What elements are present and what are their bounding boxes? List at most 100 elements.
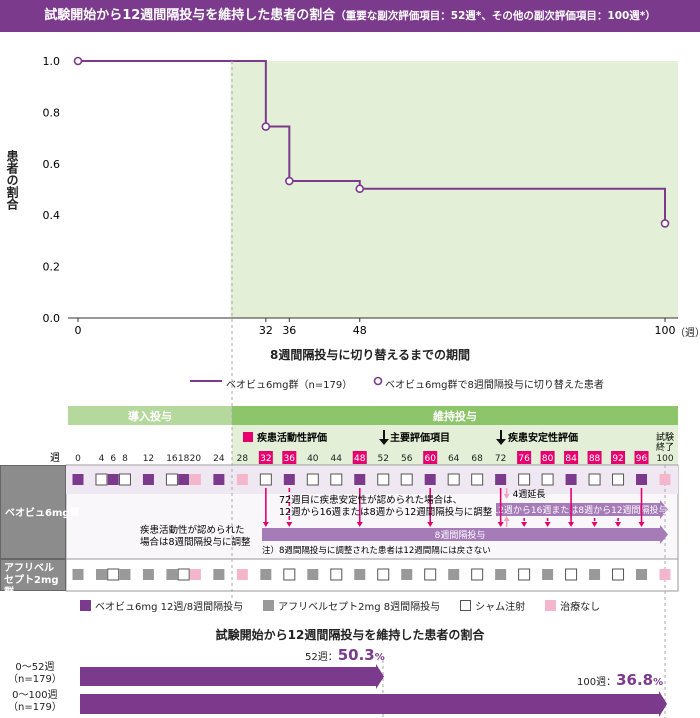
week-label: 96: [636, 454, 648, 464]
week-label: 16: [166, 454, 178, 464]
legend-marker-swatch: [373, 376, 383, 386]
dose-cell: [518, 568, 531, 581]
y-tick-label: 0.0: [43, 312, 61, 325]
week-label: 36: [284, 454, 296, 464]
arrow-week48-head: [356, 522, 363, 527]
bar1-range: 0～52週 （n=179）: [8, 662, 62, 685]
week-highlight: [517, 451, 532, 464]
summary-title: 試験開始から12週間隔投与を維持した患者の割合: [215, 628, 485, 642]
dose-cell: [636, 569, 648, 580]
arrow-up-head: [503, 516, 510, 521]
bar-12-16week-label: 12週から16週または8週から12週間隔投与: [492, 504, 667, 516]
dose-cell: [565, 474, 577, 485]
week-label: 8: [122, 454, 128, 464]
arrow-week88-head: [591, 522, 598, 527]
bar-12-16week-interval: [496, 500, 668, 519]
summary-bar-100: [80, 691, 667, 717]
week-label: 0: [75, 454, 81, 464]
dose-cell: [588, 473, 601, 486]
maintenance-header-bg: [232, 425, 678, 465]
row-label-aflibercept: アフリベルセプト2mg群: [0, 559, 66, 598]
x-unit: （週）: [675, 328, 700, 339]
dose-cell: [377, 568, 390, 581]
dose-cell: [636, 474, 648, 485]
dose-cell: [542, 569, 554, 580]
week-label: 32: [260, 454, 271, 464]
primary-endpoint-label: 主要評価項目: [390, 431, 450, 444]
end-label: 試験: [656, 431, 674, 443]
legend-item: シャム注射: [460, 598, 525, 613]
week-label: 18: [178, 454, 190, 464]
week-highlight: [611, 451, 626, 464]
arrow-week72-head: [497, 522, 504, 527]
row-label-beovu: ベオビュ6mg群: [0, 465, 80, 559]
dose-cell: [612, 568, 625, 581]
dose-cell: [166, 569, 178, 580]
switch-marker: [261, 122, 271, 131]
extend-label: 4週延長: [513, 488, 546, 500]
dose-cell: [259, 473, 272, 486]
y-tick-label: 0.4: [43, 209, 61, 222]
dose-cell: [565, 568, 578, 581]
legend-item: 治療なし: [545, 598, 600, 613]
bar-8week-label: 8週間隔投与: [435, 529, 486, 541]
dose-cell: [107, 474, 119, 485]
dose-cell: [283, 474, 295, 485]
dose-cell: [659, 474, 671, 485]
arrow-week84-head: [568, 522, 575, 527]
dose-cell: [95, 569, 107, 580]
dose-cell: [107, 568, 120, 581]
week-label: 28: [237, 454, 249, 464]
dose-cell: [119, 569, 131, 580]
dose-cell: [118, 473, 131, 486]
x-axis-label: 8週間隔投与に切り替えるまでの期間: [270, 348, 470, 362]
x-tick-label: 48: [353, 324, 367, 337]
bar1-value: 52週：50.3%: [305, 646, 385, 664]
week-label: 6: [110, 454, 116, 464]
x-tick-label: 0: [75, 324, 82, 337]
beovu-dose-band: [66, 466, 678, 494]
legend-swatch: [263, 600, 275, 611]
induction-label: 導入投与: [128, 409, 172, 423]
activity-note: 場合は8週間隔投与に調整: [140, 536, 251, 548]
week-label: 72: [495, 454, 506, 464]
dose-cell: [283, 568, 296, 581]
y-tick-label: 0.8: [43, 106, 61, 119]
dose-cell: [189, 569, 201, 580]
switch-marker: [660, 219, 670, 228]
week-label: 40: [307, 454, 319, 464]
y-axis-label: 患者の割合: [5, 150, 19, 210]
bar-8week-interval: [262, 525, 668, 544]
bar2-range: 0～100週 （n=179）: [8, 690, 62, 713]
week-label: 92: [612, 454, 623, 464]
legend-swatch: [545, 600, 557, 611]
week-highlight: [634, 451, 649, 464]
primary-arrow-icon: [379, 430, 389, 445]
dose-cell: [495, 474, 507, 485]
legend-label: ベオビュ6mg 12週/8週間隔投与: [95, 602, 244, 613]
dose-cell: [659, 569, 671, 580]
dose-cell: [213, 569, 225, 580]
dose-cell: [377, 473, 390, 486]
dose-cell: [95, 473, 108, 486]
week-label: 24: [213, 454, 225, 464]
week-header: 週: [50, 452, 60, 464]
bar2-value: 100週：36.8%: [577, 671, 664, 689]
dose-cell: [72, 474, 84, 485]
switch-marker: [73, 56, 83, 66]
dose-cell: [142, 569, 154, 580]
dose-cell: [213, 474, 225, 485]
x-tick-label: 36: [282, 324, 296, 337]
schedule-legend: ベオビュ6mg 12週/8週間隔投与 アフリベルセプト2mg 8週間隔投与 シャム注…: [80, 598, 600, 613]
legend-label: アフリベルセプト2mg 8週間隔投与: [278, 602, 441, 613]
arrow-week76-head: [521, 522, 528, 527]
end-label: 終了: [656, 441, 674, 453]
maintenance-label: 維持投与: [433, 409, 477, 423]
dose-cell: [354, 569, 366, 580]
week-label: 88: [589, 454, 601, 464]
activity-eval-label: 疾患活動性評価: [257, 431, 327, 444]
legend-swatch: [80, 600, 91, 611]
dose-cell: [541, 473, 554, 486]
legend-swatch: [460, 600, 472, 611]
